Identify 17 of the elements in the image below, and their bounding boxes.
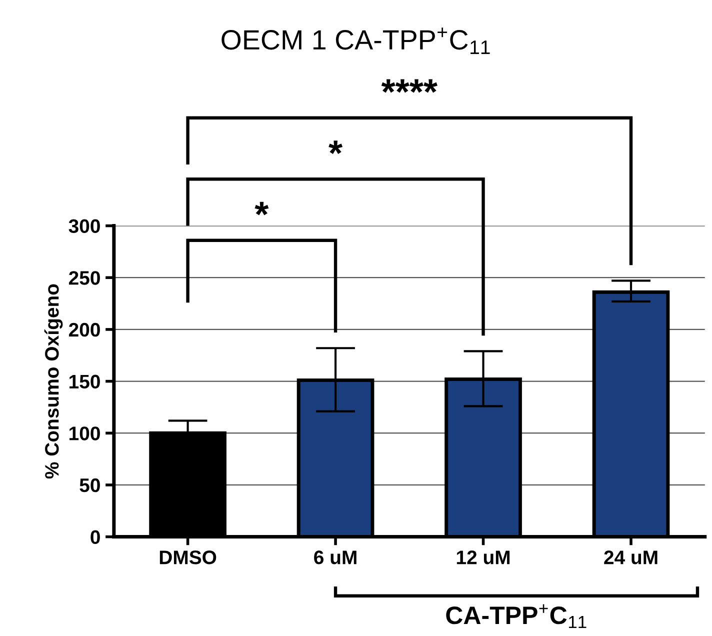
y-tick-label: 200 [68,322,100,337]
x-tick-label: 12 uM [456,550,510,564]
x-tick-label: 24 uM [604,550,658,564]
y-tick-label: 50 [80,478,100,492]
text: **** [381,79,438,93]
y-tick-label: 300 [68,219,100,234]
text: * [254,202,269,216]
text: CA-TPP$^{+}$C$_{11}$ [446,604,586,628]
y-tick-label: 250 [68,271,100,285]
y-tick-label: 150 [70,374,100,389]
x-tick-label: DMSO [160,550,216,564]
chart-title: OECM 1 CA-TPP$^{+}$C$_{11}$ [222,28,490,54]
text: * [328,140,343,154]
x-tick-label: 6 uM [314,550,356,564]
y-tick-label: 100 [70,426,100,440]
y-axis-title: % Consumo Oxígeno [44,284,63,479]
y-tick-label: 0 [90,530,100,544]
